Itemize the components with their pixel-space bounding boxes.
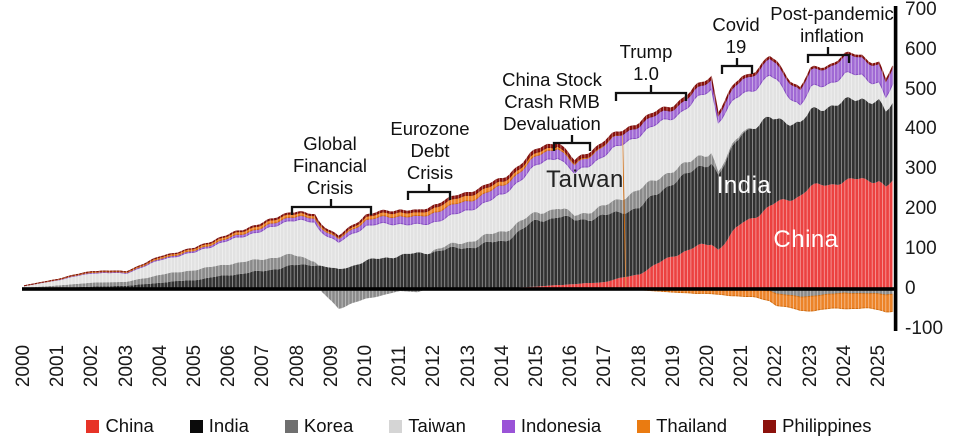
annotation-eurozone-debt-crisis: Eurozone Debt Crisis [390, 118, 470, 183]
legend-swatch-korea [284, 419, 298, 433]
x-tick-label-2015: 2015 [526, 344, 547, 388]
x-tick-label-2024: 2024 [833, 344, 855, 388]
legend-swatch-indonesia [501, 419, 515, 433]
series-label-china: China [773, 226, 839, 253]
bar-separator-lines [26, 8, 894, 330]
x-tick-label-2005: 2005 [184, 344, 205, 388]
x-tick-label-2003: 2003 [115, 344, 137, 388]
x-tick-label-2004: 2004 [149, 344, 171, 388]
legend: China India Korea Taiwan Indonesia Thailand Ph… [0, 412, 958, 440]
annotation-bracket-0 [290, 199, 373, 215]
legend-swatch-thailand [637, 419, 651, 433]
x-tick-label-2010: 2010 [355, 344, 376, 388]
series-label-india: India [716, 172, 772, 199]
x-tick-label-2012: 2012 [423, 344, 445, 388]
series-label-taiwan: Taiwan [546, 166, 624, 193]
legend-item-philippines: Philippines [763, 415, 872, 437]
x-tick-label-2017: 2017 [594, 344, 616, 388]
x-tick-label-2011: 2011 [389, 345, 411, 387]
x-tick-label-2002: 2002 [81, 344, 103, 388]
legend-item-taiwan: Taiwan [389, 415, 466, 437]
x-tick-label-2022: 2022 [765, 344, 787, 388]
x-tick-label-2023: 2023 [799, 344, 821, 388]
area-taiwan [24, 71, 893, 288]
legend-label-korea: Korea [303, 415, 354, 436]
legend-label-taiwan: Taiwan [408, 415, 466, 436]
legend-item-china: China [86, 415, 154, 437]
y-tick-label-700: 700 [905, 0, 937, 20]
x-tick-label-2009: 2009 [320, 344, 342, 388]
annotation-bracket-1 [406, 184, 452, 200]
annotation-bracket-3 [614, 85, 688, 101]
annotation-bracket-5 [806, 47, 851, 63]
legend-item-india: India [189, 415, 249, 437]
annotation-bracket-2 [552, 135, 592, 151]
annotation-china-stock-crash: China Stock Crash RMB Devaluation [502, 69, 602, 134]
area-india [24, 96, 893, 290]
y-tick-label-500: 500 [905, 78, 937, 100]
area-korea [24, 127, 893, 309]
annotation-covid-19: Covid 19 [712, 14, 760, 57]
annotation-trump-1-0: Trump 1.0 [619, 41, 673, 84]
y-tick-label-600: 600 [905, 38, 937, 60]
legend-label-china: China [105, 415, 154, 436]
x-tick-label-2014: 2014 [491, 344, 513, 388]
area-china [24, 178, 893, 289]
y-tick-label-200: 200 [905, 198, 937, 220]
x-tick-label-2006: 2006 [218, 344, 240, 388]
x-tick-label-2013: 2013 [457, 344, 479, 388]
x-axis-zero-line [22, 287, 897, 291]
annotation-global-financial-crisis: Global Financial Crisis [292, 133, 368, 198]
y-tick-label-0: 0 [905, 278, 916, 299]
x-tick-label-2025: 2025 [868, 344, 889, 388]
legend-swatch-china [86, 419, 100, 433]
x-tick-label-2000: 2000 [13, 344, 34, 388]
x-tick-label-2019: 2019 [662, 344, 684, 388]
legend-label-indonesia: Indonesia [520, 415, 602, 436]
x-tick-label-2008: 2008 [286, 344, 308, 388]
legend-label-philippines: Philippines [782, 415, 872, 436]
y-tick-label-300: 300 [905, 158, 937, 180]
legend-item-thailand: Thailand [637, 415, 727, 437]
x-tick-label-2018: 2018 [628, 344, 650, 388]
legend-item-indonesia: Indonesia [501, 415, 602, 437]
legend-label-thailand: Thailand [656, 415, 728, 436]
legend-swatch-philippines [763, 419, 777, 433]
x-tick-label-2016: 2016 [560, 344, 582, 388]
y-tick-label-400: 400 [905, 118, 937, 140]
legend-item-korea: Korea [284, 415, 354, 437]
y-tick-label--100: -100 [905, 317, 944, 339]
x-tick-label-2007: 2007 [252, 344, 274, 388]
legend-label-india: India [208, 415, 249, 436]
y-tick-label-100: 100 [905, 238, 937, 260]
legend-swatch-india [189, 419, 203, 433]
annotation-post-pandemic-inflation: Post-pandemic inflation [770, 3, 894, 46]
x-tick-label-2020: 2020 [697, 344, 718, 388]
y-axis-line [893, 6, 898, 331]
legend-swatch-taiwan [389, 419, 403, 433]
annotation-bracket-4 [720, 58, 754, 74]
x-tick-label-2001: 2001 [47, 344, 69, 388]
x-tick-label-2021: 2021 [731, 344, 753, 388]
